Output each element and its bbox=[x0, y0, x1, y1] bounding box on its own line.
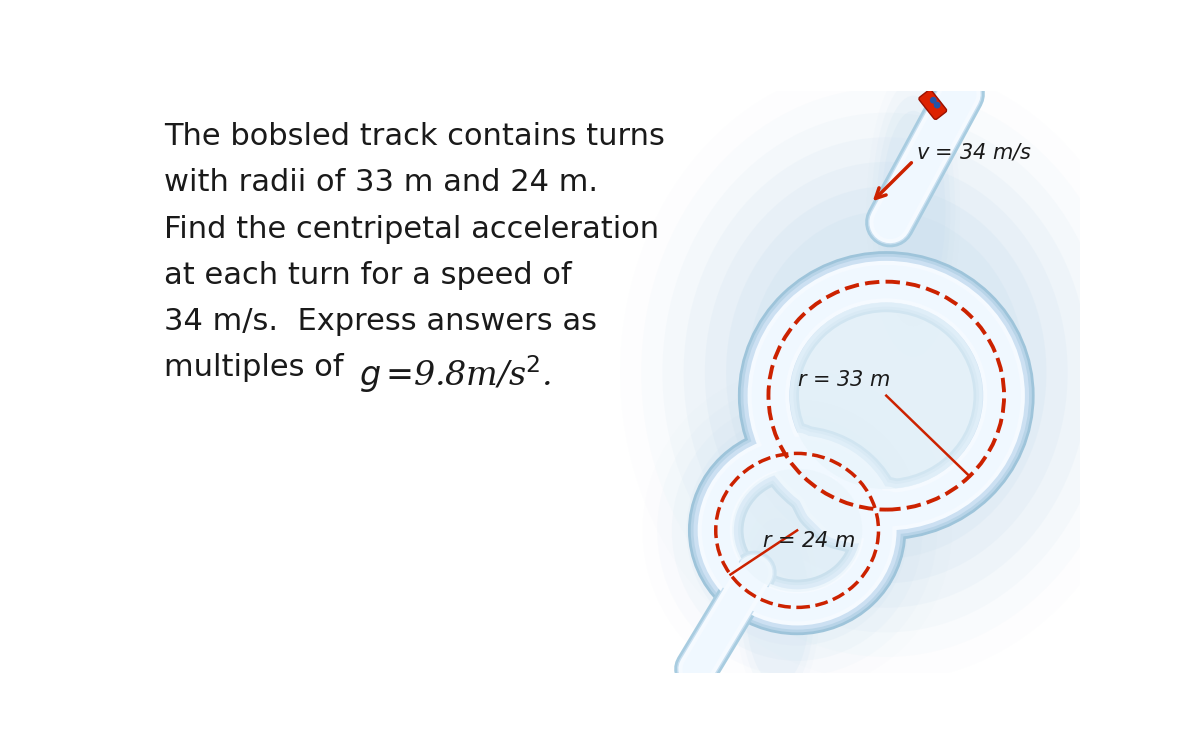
FancyBboxPatch shape bbox=[919, 90, 947, 119]
Ellipse shape bbox=[672, 400, 923, 661]
Text: The bobsled track contains turns: The bobsled track contains turns bbox=[164, 122, 665, 151]
Ellipse shape bbox=[686, 415, 907, 646]
Text: 34 m/s.  Express answers as: 34 m/s. Express answers as bbox=[164, 307, 596, 336]
Ellipse shape bbox=[876, 96, 950, 326]
Ellipse shape bbox=[732, 469, 863, 592]
Text: $v$ = 34 m/s: $v$ = 34 m/s bbox=[916, 141, 1032, 163]
Ellipse shape bbox=[641, 88, 1132, 657]
Text: $r$ = 33 m: $r$ = 33 m bbox=[797, 370, 890, 390]
Ellipse shape bbox=[866, 65, 960, 357]
Ellipse shape bbox=[684, 138, 1088, 608]
Ellipse shape bbox=[745, 530, 810, 685]
Ellipse shape bbox=[871, 80, 955, 341]
Text: at each turn for a speed of: at each turn for a speed of bbox=[164, 261, 571, 290]
Ellipse shape bbox=[701, 430, 893, 631]
Text: Find the centripetal acceleration: Find the centripetal acceleration bbox=[164, 215, 659, 243]
Text: multiples of: multiples of bbox=[164, 353, 343, 383]
Circle shape bbox=[930, 98, 936, 103]
Text: with radii of 33 m and 24 m.: with radii of 33 m and 24 m. bbox=[164, 169, 598, 197]
Ellipse shape bbox=[736, 507, 820, 708]
Circle shape bbox=[935, 102, 940, 108]
Text: $g\,$=9.8m/s$^2$.: $g\,$=9.8m/s$^2$. bbox=[359, 353, 552, 395]
Text: $r$ = 24 m: $r$ = 24 m bbox=[762, 531, 856, 551]
Ellipse shape bbox=[662, 113, 1110, 632]
Ellipse shape bbox=[658, 385, 937, 676]
Ellipse shape bbox=[790, 302, 983, 489]
Ellipse shape bbox=[726, 187, 1046, 559]
Ellipse shape bbox=[748, 211, 1025, 534]
Ellipse shape bbox=[704, 162, 1068, 583]
Ellipse shape bbox=[881, 111, 946, 311]
Ellipse shape bbox=[740, 519, 815, 696]
